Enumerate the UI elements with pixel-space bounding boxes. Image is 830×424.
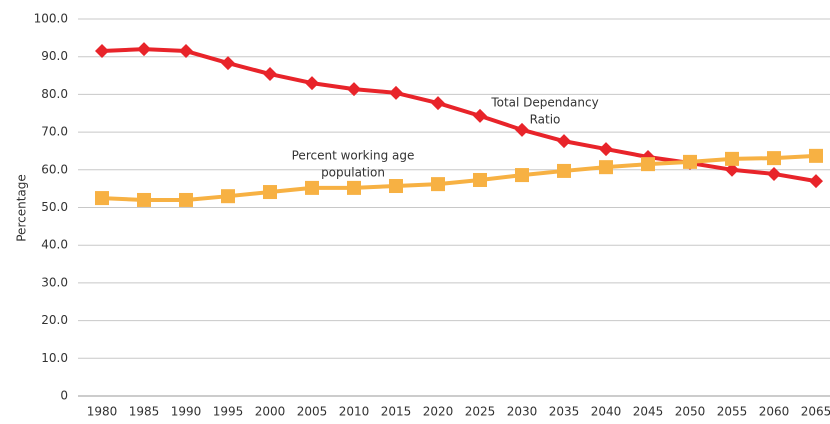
x-tick-label: 1980 (87, 405, 118, 419)
point-marker (305, 180, 319, 195)
series-line (101, 153, 817, 202)
x-tick-label: 1995 (213, 405, 244, 419)
point-marker (599, 160, 613, 175)
y-tick-label: 100.0 (34, 12, 68, 26)
x-tick-label: 2025 (465, 405, 496, 419)
x-tick-label: 2030 (507, 405, 538, 419)
y-tick-label: 60.0 (41, 162, 68, 176)
point-marker (263, 185, 277, 200)
y-axis-label: Percentage (15, 174, 29, 242)
annotation: Total Dependancy (490, 96, 598, 110)
annotation: Percent working age (292, 149, 415, 163)
point-marker (767, 166, 781, 181)
y-tick-label: 20.0 (41, 313, 68, 327)
y-tick-label: 70.0 (41, 125, 68, 139)
point-marker (809, 148, 823, 163)
point-marker (221, 56, 235, 71)
annotation: population (321, 166, 385, 180)
point-marker (389, 179, 403, 194)
point-marker (725, 151, 739, 166)
x-tick-label: 2060 (759, 405, 790, 419)
point-marker (767, 151, 781, 166)
y-tick-label: 0 (60, 389, 68, 403)
y-tick-label: 40.0 (41, 238, 68, 252)
point-marker (557, 134, 571, 149)
point-marker (431, 96, 445, 111)
x-tick-label: 2000 (255, 405, 286, 419)
y-tick-label: 80.0 (41, 87, 68, 101)
point-marker (389, 85, 403, 100)
point-marker (641, 157, 655, 172)
x-tick-label: 2020 (423, 405, 454, 419)
y-tick-label: 10.0 (41, 351, 68, 365)
y-tick-label: 90.0 (41, 49, 68, 63)
point-marker (305, 76, 319, 91)
x-tick-label: 2035 (549, 405, 580, 419)
x-tick-label: 2065 (801, 405, 830, 419)
point-marker (473, 172, 487, 187)
point-marker (683, 154, 697, 169)
point-marker (179, 44, 193, 59)
point-marker (137, 192, 151, 207)
x-tick-label: 2055 (717, 405, 748, 419)
x-tick-label: 2045 (633, 405, 664, 419)
point-marker (515, 122, 529, 137)
x-tick-label: 1985 (129, 405, 160, 419)
point-marker (347, 82, 361, 97)
x-tick-label: 2015 (381, 405, 412, 419)
point-marker (725, 162, 739, 177)
point-marker (347, 180, 361, 195)
x-tick-label: 2010 (339, 405, 370, 419)
x-tick-label: 2040 (591, 405, 622, 419)
point-marker (473, 108, 487, 123)
point-marker (515, 168, 529, 183)
point-marker (809, 174, 823, 189)
point-marker (137, 42, 151, 57)
y-tick-label: 50.0 (41, 200, 68, 214)
point-marker (599, 142, 613, 157)
point-marker (95, 191, 109, 206)
point-marker (179, 192, 193, 207)
annotation: Ratio (530, 113, 561, 127)
x-tick-label: 1990 (171, 405, 202, 419)
point-marker (95, 44, 109, 59)
point-marker (431, 177, 445, 192)
point-marker (263, 67, 277, 82)
x-tick-label: 2005 (297, 405, 328, 419)
point-marker (557, 163, 571, 178)
y-tick-label: 30.0 (41, 275, 68, 289)
point-marker (221, 189, 235, 204)
x-tick-label: 2050 (675, 405, 706, 419)
